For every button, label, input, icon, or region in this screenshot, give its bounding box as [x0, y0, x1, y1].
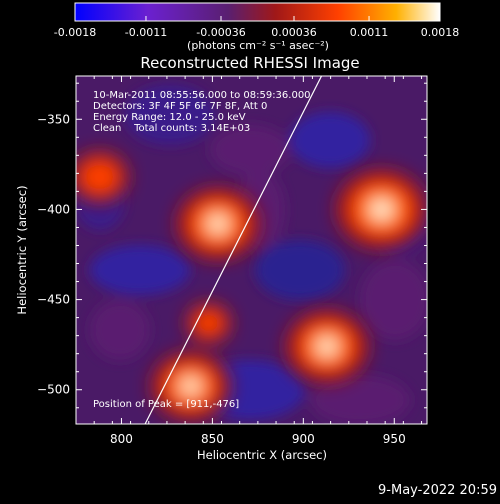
info-line-detectors: Detectors: 3F 4F 5F 6F 7F 8F, Att 0 [93, 101, 267, 112]
info-line-counts: Clean Total counts: 3.14E+03 [93, 123, 250, 134]
chart-title: Reconstructed RHESSI Image [140, 54, 359, 72]
colorbar-gradient [74, 2, 441, 22]
flare-source [185, 302, 232, 344]
x-tick-label: 850 [201, 432, 224, 446]
source-blobs [76, 151, 427, 421]
source-core [183, 379, 199, 393]
axes: 800 850 900 950 −350 −400 −450 −500 [37, 76, 427, 446]
colorbar-tick-label: 0.0011 [350, 26, 389, 39]
flare-source [150, 351, 231, 421]
colorbar-unit-label: (photons cm⁻² s⁻¹ asec⁻²) [187, 39, 329, 52]
timestamp: 9-May-2022 20:59 [378, 483, 497, 498]
source-core [318, 339, 335, 354]
limb-line [144, 76, 323, 424]
flare-source [335, 169, 427, 250]
x-tick-label: 950 [383, 432, 406, 446]
colorbar-tick-label: -0.0011 [125, 26, 167, 39]
colorbar-tick-label: 0.0018 [421, 26, 460, 39]
info-line-energy: Energy Range: 12.0 - 25.0 keV [93, 112, 246, 123]
colorbar-ticks: -0.0018 -0.0011 -0.00036 0.00036 0.0011 0.001… [54, 16, 459, 39]
plot-frame [75, 75, 428, 425]
peak-position-label: Position of Peak = [911,-476] [93, 399, 239, 410]
source-layer [76, 151, 427, 421]
flare-source [176, 187, 260, 261]
colorbar-tick-label: -0.0018 [54, 26, 96, 39]
plot-area [76, 76, 427, 424]
y-tick-label: −350 [37, 112, 70, 126]
background-texture [76, 85, 427, 424]
source-mid [80, 159, 120, 195]
colorbar-tick-label: -0.00036 [196, 26, 245, 39]
x-axis-label: Heliocentric X (arcsec) [197, 448, 327, 462]
info-panel: 10-Mar-2011 08:55:56.000 to 08:59:36.000… [93, 90, 311, 134]
flare-source [76, 151, 129, 203]
colorbar-tick-label: 0.00036 [271, 26, 317, 39]
source-core [209, 216, 226, 231]
source-mid [193, 309, 224, 337]
source-core [372, 201, 391, 218]
x-tick-label: 900 [292, 432, 315, 446]
colorbar: -0.0018 -0.0011 -0.00036 0.00036 0.0011 0.001… [54, 2, 459, 52]
y-tick-label: −400 [37, 202, 70, 216]
info-line-time: 10-Mar-2011 08:55:56.000 to 08:59:36.000 [93, 90, 311, 101]
y-tick-label: −450 [37, 293, 70, 307]
y-tick-label: −500 [37, 383, 70, 397]
flare-source [285, 310, 369, 383]
x-tick-label: 800 [110, 432, 133, 446]
y-axis-label: Heliocentric Y (arcsec) [15, 185, 29, 314]
